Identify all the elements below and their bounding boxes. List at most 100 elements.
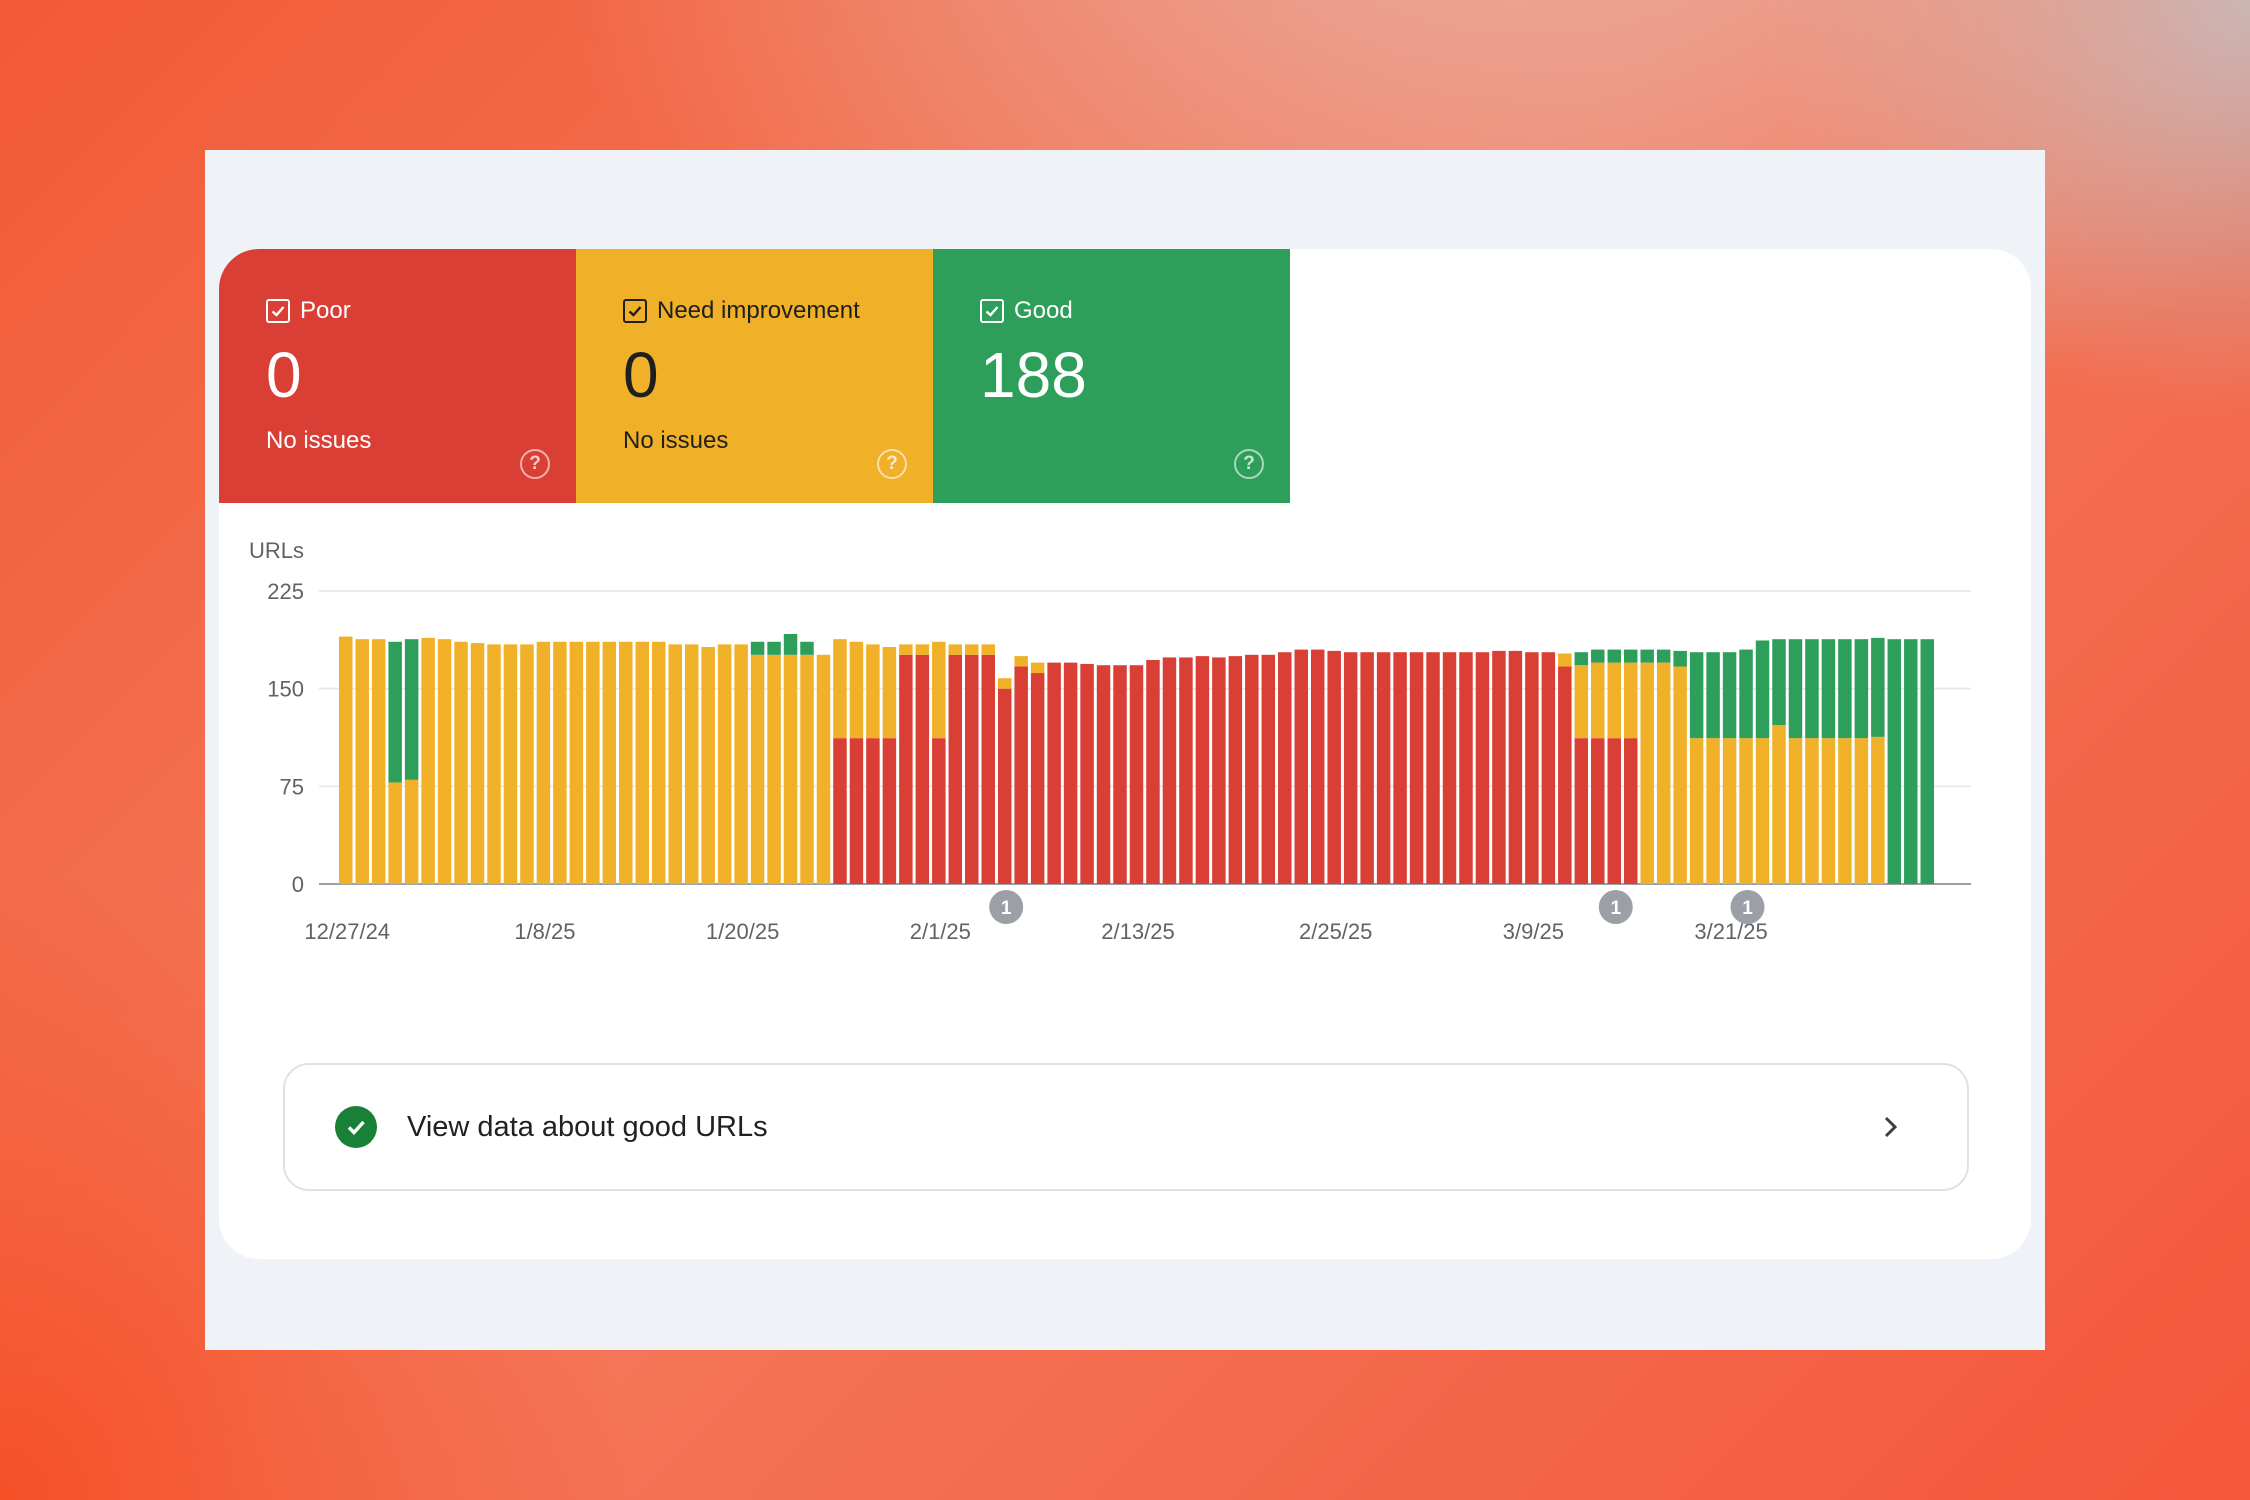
bar-need[interactable] — [569, 641, 584, 884]
bar-good[interactable] — [1854, 639, 1869, 739]
bar-need[interactable] — [800, 654, 814, 884]
bar-need[interactable] — [1558, 653, 1572, 667]
bar-poor[interactable] — [1558, 666, 1572, 884]
bar-need[interactable] — [750, 654, 765, 884]
bar-good[interactable] — [404, 639, 419, 780]
bar-poor[interactable] — [1146, 660, 1160, 884]
bar-need[interactable] — [586, 641, 600, 884]
bar-good[interactable] — [1920, 639, 1934, 884]
bar-need[interactable] — [915, 644, 930, 655]
bar-need[interactable] — [899, 644, 913, 655]
bar-need[interactable] — [965, 644, 979, 655]
help-icon[interactable]: ? — [520, 449, 550, 479]
bar-poor[interactable] — [1492, 650, 1506, 884]
bar-need[interactable] — [981, 644, 995, 655]
bar-poor[interactable] — [1508, 650, 1523, 884]
bar-need[interactable] — [948, 644, 963, 655]
bar-good[interactable] — [1706, 652, 1720, 739]
bar-poor[interactable] — [1096, 665, 1111, 884]
bar-poor[interactable] — [1047, 662, 1061, 884]
bar-need[interactable] — [684, 644, 699, 884]
bar-need[interactable] — [1871, 736, 1885, 884]
bar-poor[interactable] — [899, 654, 913, 884]
bar-poor[interactable] — [1212, 657, 1226, 884]
bar-need[interactable] — [652, 641, 666, 884]
checkbox-checked-icon[interactable] — [266, 299, 290, 323]
bar-poor[interactable] — [866, 738, 880, 884]
bar-need[interactable] — [1821, 738, 1836, 884]
bar-need[interactable] — [1030, 662, 1045, 674]
bar-poor[interactable] — [965, 654, 979, 884]
view-good-urls-row[interactable]: View data about good URLs — [283, 1063, 1969, 1191]
bar-good[interactable] — [1788, 639, 1803, 739]
bar-good[interactable] — [1722, 652, 1737, 739]
bar-need[interactable] — [1591, 662, 1605, 739]
bar-need[interactable] — [1805, 738, 1819, 884]
bar-need[interactable] — [767, 654, 781, 884]
annotation-marker[interactable] — [989, 890, 1024, 924]
bar-poor[interactable] — [849, 738, 864, 884]
bar-poor[interactable] — [1195, 656, 1210, 884]
bar-poor[interactable] — [1245, 654, 1259, 884]
bar-poor[interactable] — [1360, 652, 1374, 884]
bar-need[interactable] — [503, 644, 518, 884]
bar-need[interactable] — [553, 641, 567, 884]
bar-poor[interactable] — [1591, 738, 1605, 884]
bar-poor[interactable] — [997, 688, 1012, 884]
bar-poor[interactable] — [1014, 666, 1028, 884]
bar-need[interactable] — [1673, 666, 1687, 884]
bar-poor[interactable] — [1525, 652, 1539, 884]
bar-good[interactable] — [1821, 639, 1836, 739]
bar-need[interactable] — [454, 641, 468, 884]
bar-good[interactable] — [1623, 649, 1638, 663]
bar-good[interactable] — [1887, 639, 1902, 884]
good-tile[interactable]: Good 188 ? — [933, 249, 1290, 503]
bar-poor[interactable] — [1179, 657, 1193, 884]
poor-tile[interactable]: Poor 0 No issues ? — [219, 249, 576, 503]
bar-poor[interactable] — [1607, 738, 1621, 884]
bar-need[interactable] — [1656, 662, 1671, 884]
bar-poor[interactable] — [1442, 652, 1457, 884]
bar-good[interactable] — [1640, 649, 1654, 663]
checkbox-checked-icon[interactable] — [623, 299, 647, 323]
bar-poor[interactable] — [833, 738, 847, 884]
bar-good[interactable] — [1574, 652, 1589, 666]
bar-need[interactable] — [1706, 738, 1720, 884]
checkbox-checked-icon[interactable] — [980, 299, 1004, 323]
bar-need[interactable] — [1854, 738, 1869, 884]
bar-good[interactable] — [1904, 639, 1918, 884]
bar-poor[interactable] — [948, 654, 963, 884]
bar-need[interactable] — [388, 782, 402, 884]
help-icon[interactable]: ? — [1234, 449, 1264, 479]
bar-need[interactable] — [932, 641, 946, 739]
bar-poor[interactable] — [1376, 652, 1391, 884]
bar-good[interactable] — [783, 633, 798, 655]
bar-good[interactable] — [1689, 652, 1704, 739]
chevron-right-icon[interactable] — [1881, 1113, 1901, 1141]
bar-need[interactable] — [1607, 662, 1621, 739]
bar-good[interactable] — [388, 641, 402, 783]
bar-need[interactable] — [701, 646, 715, 884]
bar-poor[interactable] — [1080, 663, 1094, 884]
bar-good[interactable] — [750, 641, 765, 655]
bar-good[interactable] — [1838, 639, 1852, 739]
help-icon[interactable]: ? — [877, 449, 907, 479]
annotation-marker[interactable] — [1730, 890, 1765, 924]
bar-poor[interactable] — [1063, 662, 1078, 884]
bar-poor[interactable] — [882, 738, 897, 884]
bar-good[interactable] — [1591, 649, 1605, 663]
bar-poor[interactable] — [915, 654, 930, 884]
bar-need[interactable] — [866, 644, 880, 739]
bar-poor[interactable] — [1310, 649, 1325, 884]
bar-poor[interactable] — [1393, 652, 1407, 884]
bar-good[interactable] — [1656, 649, 1671, 663]
bar-poor[interactable] — [1162, 657, 1177, 884]
bar-need[interactable] — [404, 779, 419, 884]
bar-need[interactable] — [1640, 662, 1654, 884]
bar-poor[interactable] — [1129, 665, 1144, 884]
bar-poor[interactable] — [1475, 652, 1490, 884]
bar-poor[interactable] — [1343, 652, 1358, 884]
bar-good[interactable] — [1739, 649, 1753, 739]
bar-good[interactable] — [1805, 639, 1819, 739]
bar-need[interactable] — [717, 644, 732, 884]
